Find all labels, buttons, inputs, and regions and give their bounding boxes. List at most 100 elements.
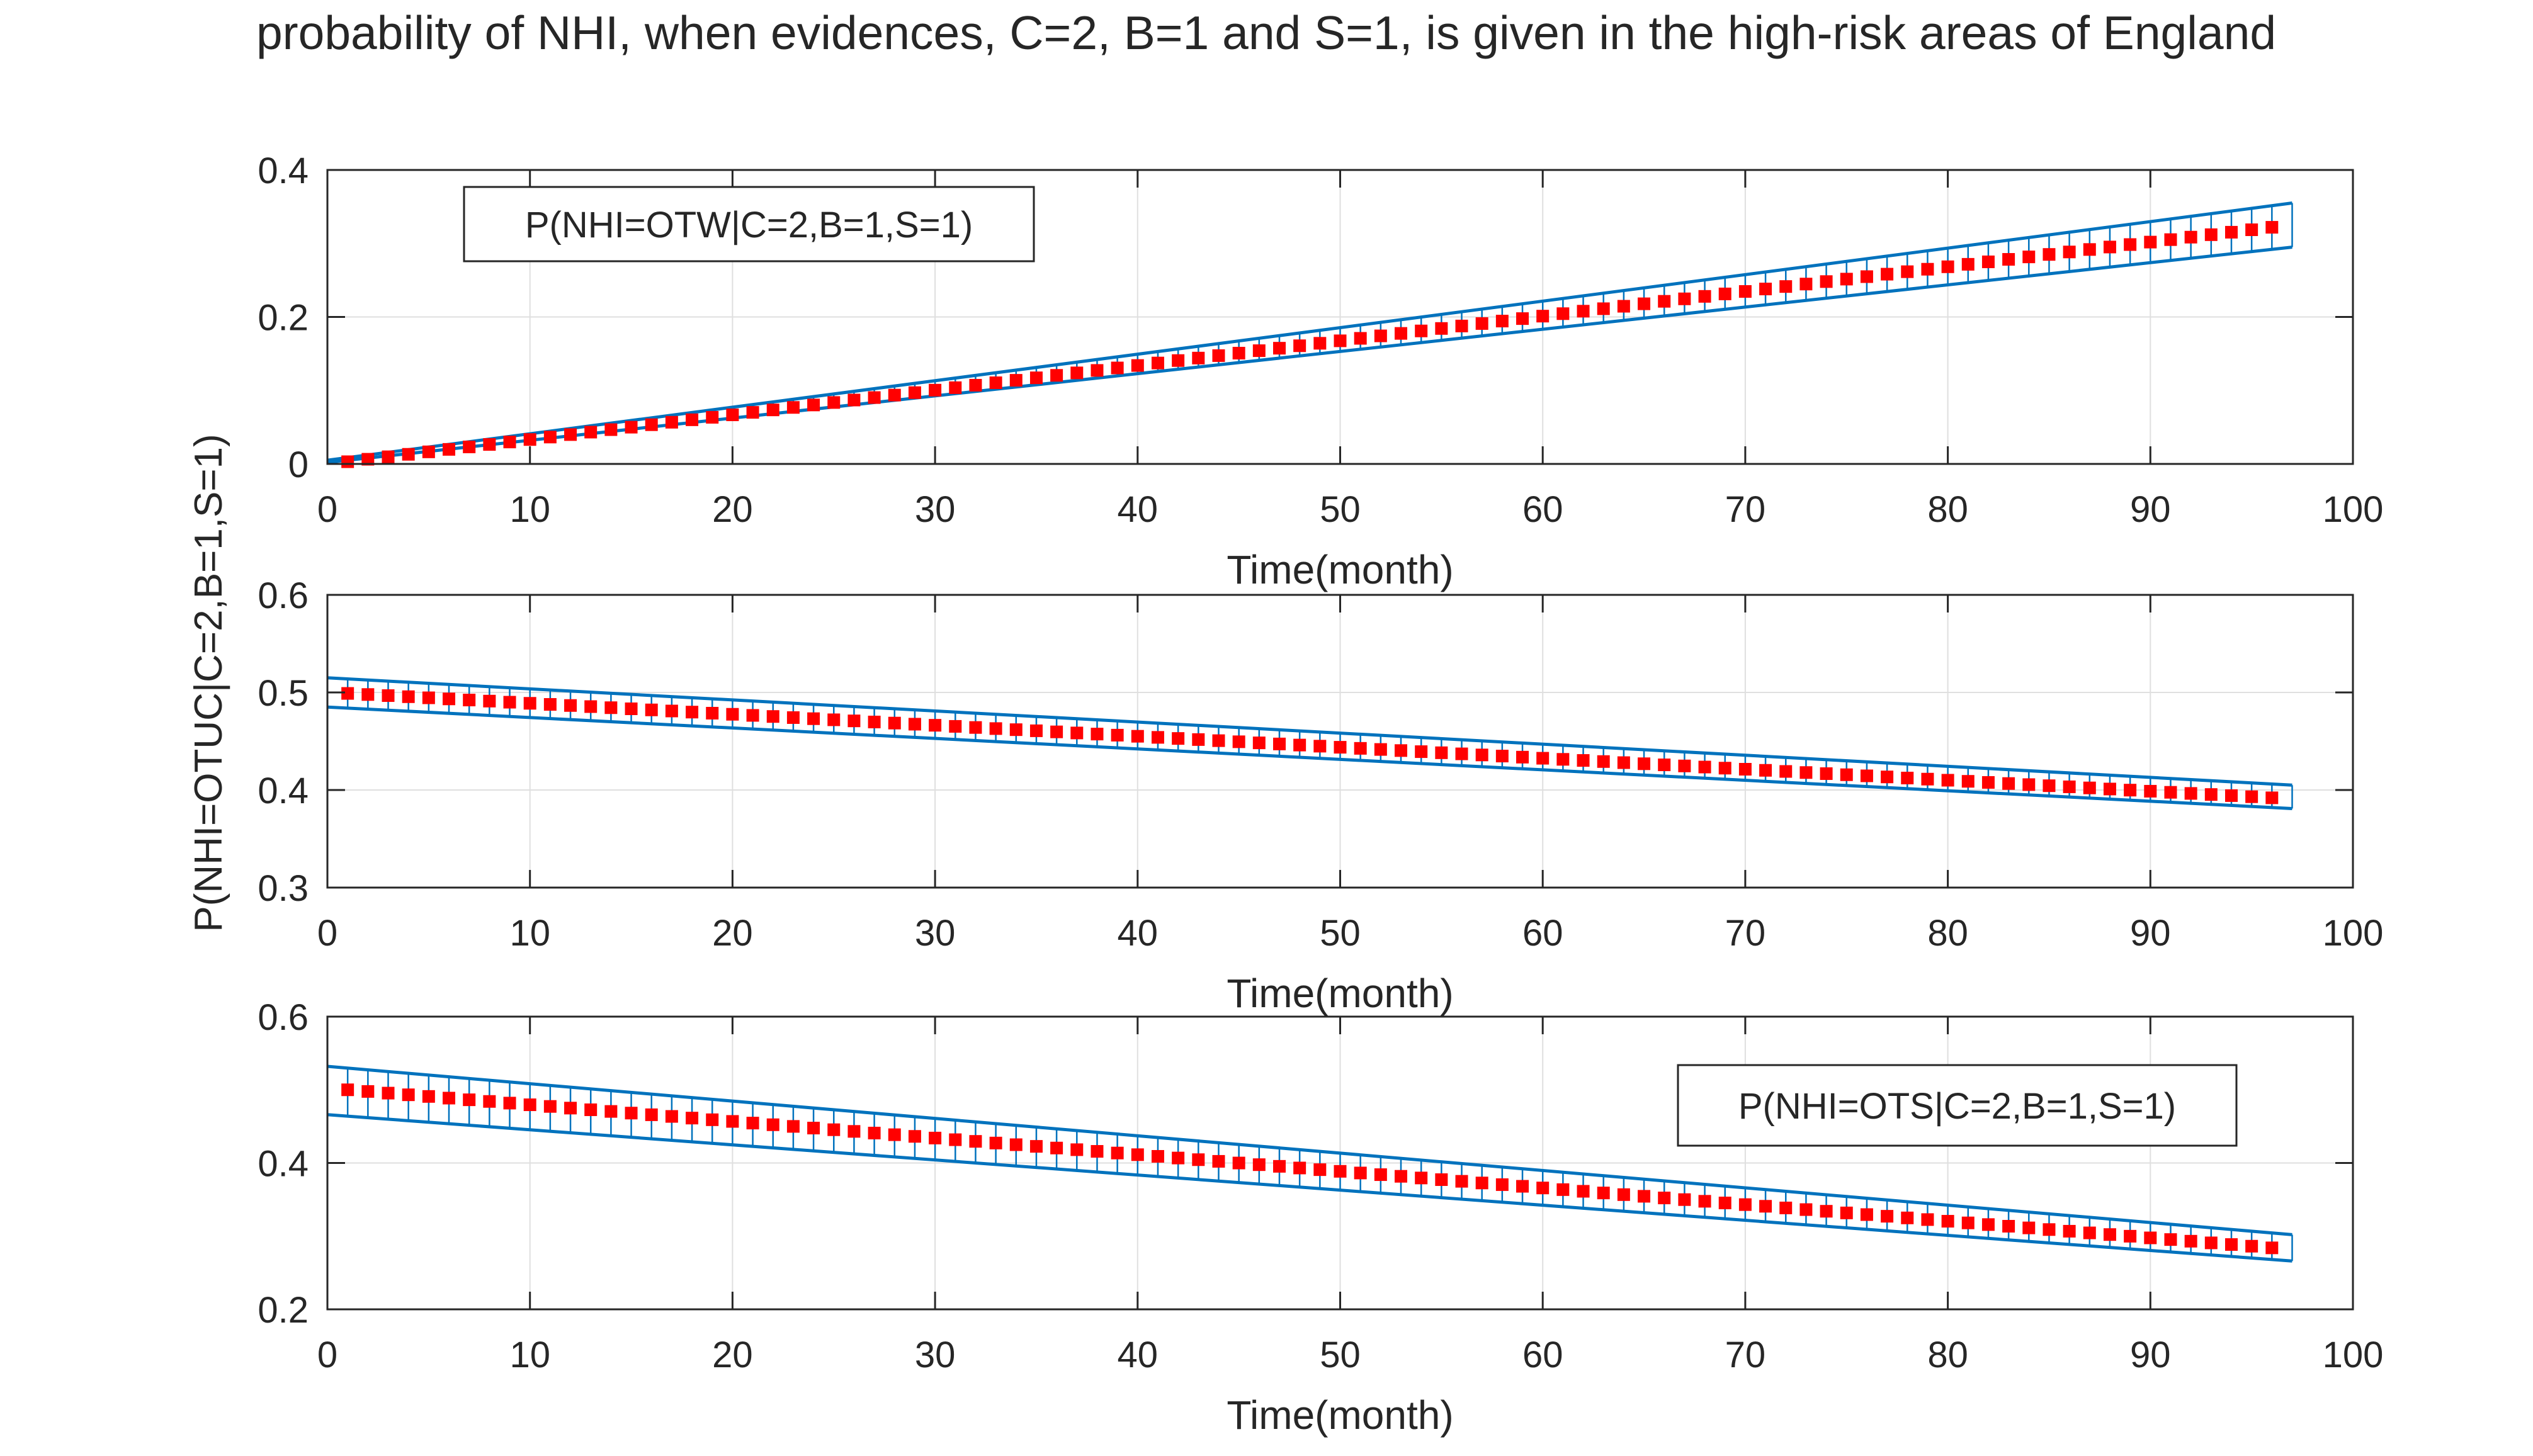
probability-marker (604, 423, 618, 436)
probability-marker (1192, 1153, 1205, 1166)
probability-marker (1921, 1213, 1934, 1226)
probability-marker (543, 431, 557, 444)
probability-marker (929, 1131, 942, 1144)
x-tick-label: 90 (2130, 1335, 2171, 1375)
probability-marker (2043, 248, 2056, 261)
legend-label: P(NHI=OTW|C=2,B=1,S=1) (525, 205, 973, 245)
probability-marker (1901, 771, 1914, 784)
y-tick-label: 0.4 (258, 150, 309, 191)
probability-marker (463, 694, 476, 707)
probability-marker (686, 706, 699, 719)
probability-marker (543, 698, 557, 711)
probability-marker (949, 1133, 962, 1146)
probability-marker (1374, 329, 1387, 342)
probability-marker (1881, 1210, 1894, 1223)
probability-marker (1941, 1215, 1954, 1228)
probability-marker (1252, 1158, 1266, 1171)
probability-marker (483, 694, 496, 708)
probability-marker (2124, 238, 2137, 251)
probability-marker (1232, 735, 1245, 748)
probability-marker (1799, 766, 1813, 779)
probability-marker (604, 1105, 618, 1118)
probability-marker (1415, 745, 1428, 759)
probability-marker (341, 455, 354, 468)
probability-marker (1131, 1148, 1144, 1161)
x-tick-label: 50 (1320, 1335, 1361, 1375)
probability-marker (929, 383, 942, 397)
probability-marker (1435, 746, 1448, 759)
probability-marker (2022, 778, 2036, 791)
probability-marker (1901, 1211, 1914, 1224)
probability-marker (726, 708, 739, 721)
x-tick-label: 50 (1320, 913, 1361, 954)
probability-marker (2103, 240, 2116, 254)
probability-marker (1029, 371, 1043, 385)
probability-marker (2002, 1219, 2015, 1233)
x-tick-label: 100 (2323, 913, 2384, 954)
probability-marker (564, 699, 577, 712)
probability-marker (989, 722, 1002, 735)
probability-marker (1272, 737, 1286, 750)
x-axis-label: Time(month) (1227, 1392, 1453, 1438)
probability-marker (665, 1110, 678, 1123)
probability-marker (1860, 270, 1873, 283)
probability-marker (746, 1117, 759, 1130)
probability-marker (847, 714, 861, 728)
probability-marker (2063, 780, 2076, 793)
probability-marker (503, 436, 516, 449)
x-tick-label: 20 (712, 489, 753, 530)
probability-marker (1638, 757, 1651, 770)
upper-bound-line (327, 201, 2292, 462)
probability-marker (1981, 1218, 1995, 1231)
probability-marker (2083, 243, 2096, 256)
probability-marker (1111, 361, 1124, 375)
probability-marker (2224, 789, 2238, 802)
probability-marker (1354, 332, 1367, 345)
probability-marker (645, 703, 658, 716)
probability-marker (949, 381, 962, 394)
probability-marker (361, 1085, 375, 1098)
probability-marker (888, 388, 901, 402)
y-tick-label: 0.3 (258, 868, 309, 909)
probability-marker (1860, 769, 1873, 782)
probability-marker (929, 719, 942, 732)
probability-marker (1597, 755, 1610, 768)
probability-marker (1374, 743, 1387, 756)
x-tick-label: 20 (712, 1335, 753, 1375)
probability-marker (1577, 1185, 1590, 1198)
y-tick-label: 0 (288, 444, 309, 485)
probability-marker (422, 445, 435, 458)
probability-marker (483, 438, 496, 451)
x-tick-label: 70 (1725, 489, 1766, 530)
probability-marker (1091, 1145, 1104, 1158)
probability-marker (827, 396, 841, 409)
x-tick-label: 0 (317, 1335, 337, 1375)
x-tick-label: 90 (2130, 489, 2171, 530)
probability-marker (1759, 1200, 1772, 1213)
probability-marker (1070, 366, 1084, 380)
probability-marker (1050, 369, 1063, 382)
probability-marker (1718, 762, 1731, 775)
probability-marker (1172, 1151, 1185, 1165)
figure-title: probability of NHI, when evidences, C=2,… (256, 6, 2276, 59)
probability-marker (523, 433, 536, 446)
probability-marker (2164, 1233, 2177, 1246)
probability-marker (766, 404, 779, 417)
probability-marker (1050, 1141, 1063, 1154)
probability-marker (2204, 228, 2218, 241)
x-tick-label: 0 (317, 913, 337, 954)
probability-marker (1698, 760, 1711, 774)
probability-marker (1252, 344, 1266, 358)
probability-marker (645, 418, 658, 431)
x-tick-label: 20 (712, 913, 753, 954)
probability-marker (1415, 324, 1428, 337)
probability-marker (746, 709, 759, 722)
probability-marker (1395, 327, 1408, 340)
probability-marker (706, 1113, 719, 1126)
probability-marker (2124, 784, 2137, 797)
probability-marker (361, 453, 375, 466)
probability-marker (1516, 750, 1529, 764)
legend-label: P(NHI=OTS|C=2,B=1,S=1) (1738, 1086, 2176, 1127)
probability-marker (564, 428, 577, 441)
probability-marker (1820, 1205, 1833, 1218)
